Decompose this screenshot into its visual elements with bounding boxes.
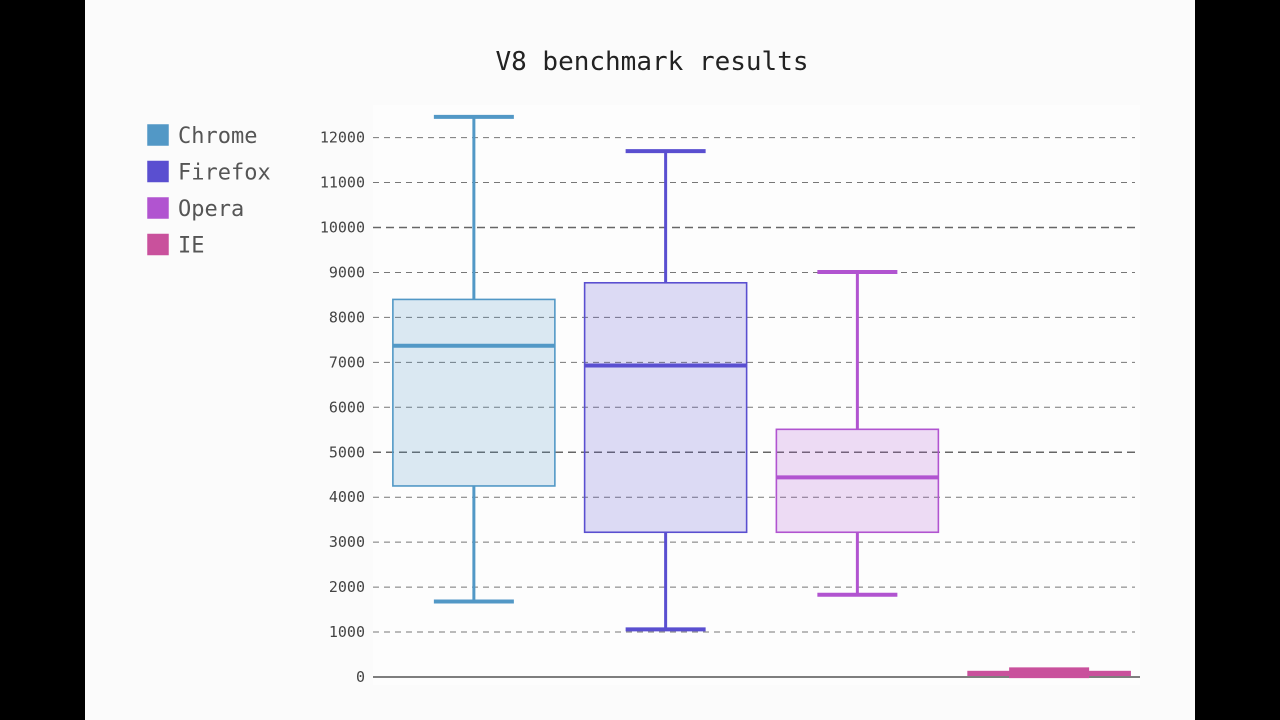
legend-swatch-ie [147,233,169,256]
y-tick-label-5000: 5000 [329,443,365,461]
y-tick-label-1000: 1000 [329,623,365,641]
legend: Chrome Firefox Opera IE [147,124,271,259]
legend-label-ie: IE [178,234,205,259]
legend-label-chrome: Chrome [178,124,257,149]
y-tick-label-10000: 10000 [320,219,365,237]
box-body-chrome [392,298,556,487]
legend-swatch-opera [147,197,169,219]
legend-swatch-chrome [147,124,169,146]
boxes [392,114,1131,679]
y-tick-label-2000: 2000 [329,578,365,596]
box-firefox [583,149,748,632]
box-body-firefox [583,281,748,534]
y-tick-label-4000: 4000 [329,488,365,506]
y-axis-ticks: 0 1000 2000 3000 4000 5000 6000 7000 8000 9000 100… [320,129,365,686]
legend-label-opera: Opera [178,197,244,222]
legend-swatch-firefox [147,160,169,183]
box-plot-chart: V8 benchmark results 0 1000 2000 3000 4000 50… [147,47,1140,686]
box-body-opera [775,428,940,534]
box-chrome [392,114,556,604]
y-tick-label-11000: 11000 [320,174,365,192]
legend-item-firefox: Firefox [147,160,271,186]
chart-title: V8 benchmark results [495,47,808,77]
y-tick-label-0: 0 [356,668,365,686]
legend-item-chrome: Chrome [147,124,257,149]
y-tick-label-3000: 3000 [329,533,365,551]
box-ie [967,667,1131,679]
legend-label-firefox: Firefox [178,161,271,186]
legend-item-ie: IE [147,233,205,259]
gridlines [373,137,1135,633]
legend-item-opera: Opera [147,197,244,222]
y-tick-label-7000: 7000 [329,353,365,371]
box-opera [775,270,940,597]
y-tick-label-9000: 9000 [329,263,365,281]
y-tick-label-8000: 8000 [329,308,365,326]
chart-page: V8 benchmark results 0 1000 2000 3000 4000 50… [85,0,1195,720]
y-tick-label-6000: 6000 [329,398,365,416]
plot-background [373,105,1140,685]
y-tick-label-12000: 12000 [320,129,365,147]
